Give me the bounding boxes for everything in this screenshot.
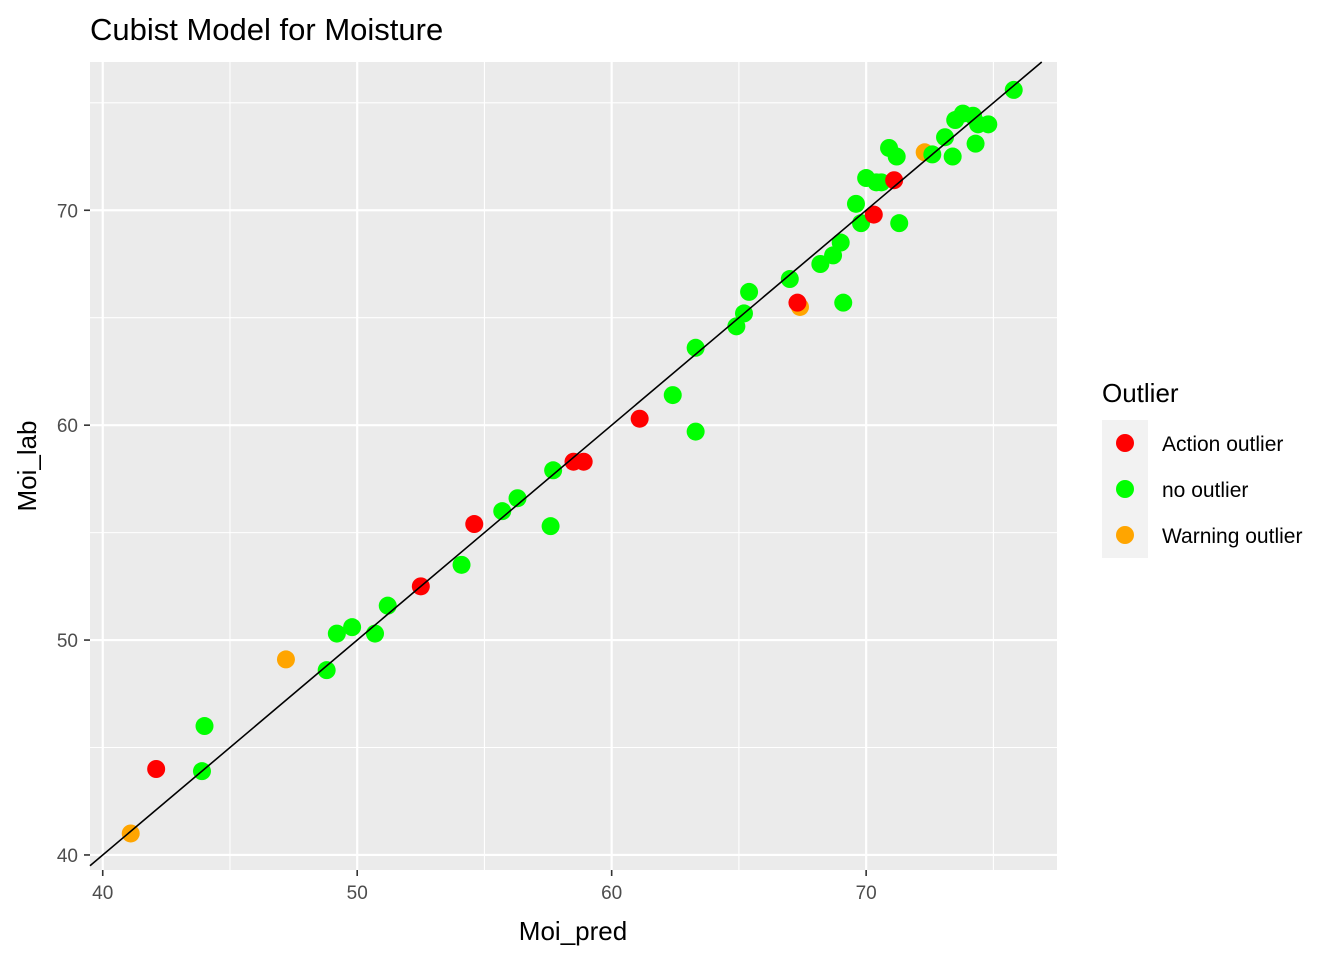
point-warning-outlier bbox=[121, 824, 140, 843]
point-no-outlier bbox=[343, 618, 362, 637]
point-no-outlier bbox=[890, 214, 909, 233]
legend-label-action-outlier: Action outlier bbox=[1162, 433, 1283, 456]
legend-key-action-outlier bbox=[1116, 434, 1134, 452]
point-no-outlier bbox=[846, 194, 865, 213]
point-no-outlier bbox=[740, 282, 759, 301]
point-no-outlier bbox=[195, 717, 214, 736]
legend-key-no-outlier bbox=[1116, 480, 1134, 498]
y-tick-label: 50 bbox=[57, 631, 78, 652]
point-no-outlier bbox=[493, 502, 512, 521]
axes: 40 50 60 70 40 50 60 70 bbox=[57, 201, 877, 904]
point-action-outlier bbox=[885, 171, 904, 190]
point-no-outlier bbox=[686, 422, 705, 441]
point-no-outlier bbox=[966, 134, 985, 153]
point-no-outlier bbox=[943, 147, 962, 166]
data-points bbox=[121, 80, 1023, 843]
point-no-outlier bbox=[979, 115, 998, 134]
y-tick-label: 40 bbox=[57, 846, 78, 867]
y-tick-label: 70 bbox=[57, 201, 78, 222]
y-tick-label: 60 bbox=[57, 416, 78, 437]
point-no-outlier bbox=[452, 555, 471, 574]
x-axis-title: Moi_pred bbox=[519, 916, 627, 946]
point-no-outlier bbox=[834, 293, 853, 312]
point-no-outlier bbox=[317, 661, 336, 680]
point-no-outlier bbox=[327, 624, 346, 643]
point-no-outlier bbox=[663, 386, 682, 405]
point-action-outlier bbox=[465, 515, 484, 534]
legend-title: Outlier bbox=[1102, 378, 1179, 408]
point-action-outlier bbox=[147, 760, 166, 778]
chart-title: Cubist Model for Moisture bbox=[90, 12, 443, 47]
point-action-outlier bbox=[630, 409, 649, 428]
point-no-outlier bbox=[811, 255, 830, 273]
point-no-outlier bbox=[831, 233, 850, 252]
x-tick-label: 70 bbox=[856, 883, 877, 904]
x-tick-label: 60 bbox=[601, 883, 622, 904]
point-no-outlier bbox=[936, 128, 955, 147]
legend-label-no-outlier: no outlier bbox=[1162, 479, 1248, 502]
point-no-outlier bbox=[1004, 80, 1023, 99]
reference-line-group bbox=[89, 61, 1043, 867]
grid-major bbox=[90, 62, 1057, 870]
point-no-outlier bbox=[780, 270, 799, 289]
legend-key-warning-outlier bbox=[1116, 526, 1134, 544]
legend: Outlier Action outlier no outlier Warnin… bbox=[1102, 378, 1302, 558]
point-no-outlier bbox=[366, 624, 385, 643]
point-no-outlier bbox=[541, 517, 560, 536]
point-no-outlier bbox=[508, 489, 527, 508]
grid-minor bbox=[90, 62, 1057, 870]
point-no-outlier bbox=[544, 461, 563, 480]
point-no-outlier bbox=[378, 596, 397, 615]
point-no-outlier bbox=[887, 147, 906, 166]
point-no-outlier bbox=[686, 338, 705, 357]
x-tick-label: 40 bbox=[92, 883, 113, 904]
y-axis-title: Moi_lab bbox=[12, 420, 42, 511]
point-warning-outlier bbox=[276, 650, 295, 669]
point-action-outlier bbox=[788, 293, 807, 312]
x-tick-label: 50 bbox=[347, 883, 368, 904]
legend-label-warning-outlier: Warning outlier bbox=[1162, 525, 1302, 548]
reference-line bbox=[89, 61, 1043, 867]
point-action-outlier bbox=[864, 205, 883, 224]
point-action-outlier bbox=[574, 452, 593, 471]
